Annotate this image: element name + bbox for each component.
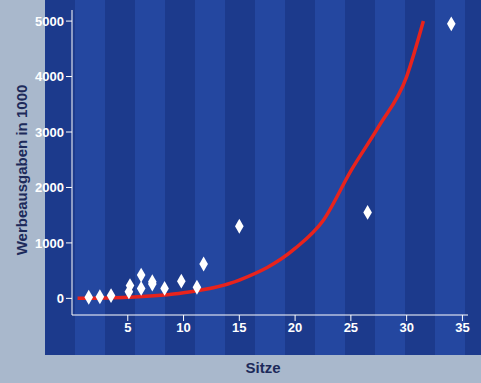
svg-text:5: 5 xyxy=(124,320,131,335)
svg-text:35: 35 xyxy=(455,320,469,335)
svg-text:0: 0 xyxy=(57,291,64,306)
svg-text:2000: 2000 xyxy=(35,180,64,195)
html-text:Werbeausgaben in 1000: Werbeausgaben in 1000 xyxy=(13,84,30,256)
svg-text:30: 30 xyxy=(399,320,413,335)
svg-text:20: 20 xyxy=(288,320,302,335)
svg-text:3000: 3000 xyxy=(35,125,64,140)
svg-text:15: 15 xyxy=(232,320,246,335)
svg-text:1000: 1000 xyxy=(35,236,64,251)
svg-text:25: 25 xyxy=(344,320,358,335)
svg-text:5000: 5000 xyxy=(35,14,64,29)
svg-text:10: 10 xyxy=(176,320,190,335)
svg-text:4000: 4000 xyxy=(35,69,64,84)
html-text:Sitze: Sitze xyxy=(245,359,281,376)
